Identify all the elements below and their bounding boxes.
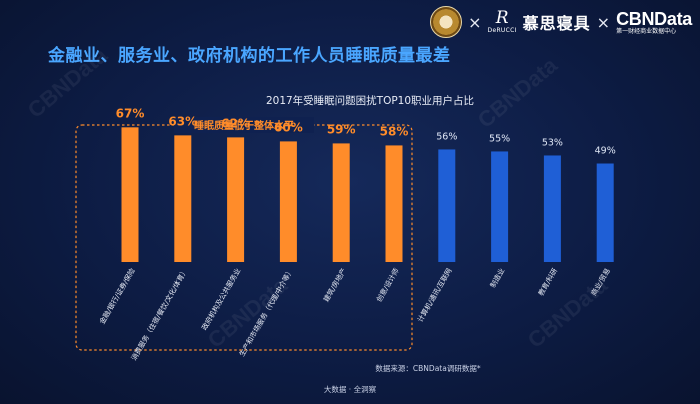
category-tick-label: 金融/银行/证券/保险 [97,267,136,326]
bar [438,149,456,262]
bar-value-label: 55% [489,133,510,144]
cbndata-logo-sub: 第一财经商业数据中心 [616,27,677,35]
brand-cn-logo: 慕思寝具 [522,14,591,33]
highlight-label-bg [174,117,314,133]
bar-value-label: 49% [595,146,616,157]
bar [174,135,192,262]
category-tick-label: 创意/设计师 [374,267,400,304]
category-tick-label: 商业/贸易 [589,267,612,298]
derucci-mark: R [495,8,509,28]
page-title: 金融业、服务业、政府机构的工作人员睡眠质量最差 [48,46,451,66]
bar-value-label: 56% [436,131,457,142]
bar-value-label: 59% [327,122,356,136]
bar-value-label: 53% [542,137,563,148]
bar [596,163,614,262]
category-tick-label: 建筑/房地产 [321,267,347,304]
times-symbol: × [468,12,482,32]
bar-value-label: 63% [168,114,197,128]
chart-title: 2017年受睡眠问题困扰TOP10职业用户占比 [266,94,474,107]
category-tick-label: 计算机/通讯/互联网 [415,267,453,324]
bar-value-label: 60% [274,120,303,134]
derucci-logo: R DeRUCCI [488,10,517,34]
footer-slogan: 大数据 · 全洞察 [324,384,377,394]
bar [385,145,403,262]
seal-logo-icon [430,6,463,38]
bar [332,143,350,262]
logo-bar: × R DeRUCCI 慕思寝具 × CBNData 第一财经商业数据中心 [430,4,692,40]
bar [543,155,561,262]
derucci-text: DeRUCCI [487,27,517,34]
bar-value-label: 67% [116,106,145,120]
times-symbol-2: × [596,12,611,32]
category-tick-label: 消费服务（住宿/餐饮/文化/体育） [129,267,189,363]
bar-value-label: 62% [221,116,250,130]
bar [227,137,245,262]
category-tick-label: 政府机构及公共服务业 [200,267,243,332]
cbndata-logo-main: CBNData [616,8,692,29]
bar [491,151,509,262]
category-tick-label: 教育/科研 [536,267,559,298]
category-tick-label: 生产和市场服务（代理/中介等） [237,267,295,358]
bar-value-label: 58% [380,124,409,138]
bar [279,141,297,262]
highlight-label: 睡眠质量低于整体水平 [194,119,294,132]
cbndata-logo: CBNData 第一财经商业数据中心 [616,10,692,35]
bar [121,127,139,262]
data-source: 数据来源：CBNData调研数据* [375,363,480,373]
category-tick-label: 制造业 [488,266,506,289]
